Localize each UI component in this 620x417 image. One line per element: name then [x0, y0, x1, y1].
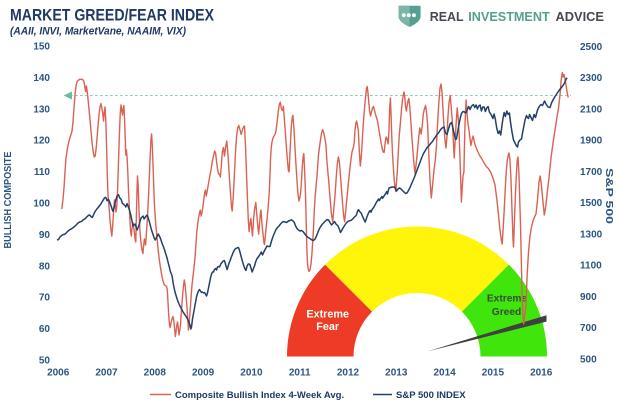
svg-text:Extreme: Extreme — [306, 308, 349, 320]
svg-text:Extreme: Extreme — [487, 294, 528, 305]
svg-text:Composite Bullish Index 4-Week: Composite Bullish Index 4-Week Avg. — [175, 390, 344, 401]
svg-text:2015: 2015 — [482, 368, 505, 379]
svg-text:150: 150 — [33, 42, 50, 53]
svg-text:1700: 1700 — [580, 167, 603, 178]
svg-text:1500: 1500 — [580, 198, 603, 209]
svg-text:2012: 2012 — [337, 368, 360, 379]
svg-text:2016: 2016 — [530, 368, 553, 379]
svg-text:MARKET GREED/FEAR INDEX: MARKET GREED/FEAR INDEX — [10, 7, 214, 25]
svg-text:Greed: Greed — [492, 307, 521, 318]
svg-text:60: 60 — [39, 324, 51, 335]
svg-text:S&P 500 INDEX: S&P 500 INDEX — [396, 390, 466, 401]
svg-text:2300: 2300 — [580, 73, 603, 84]
svg-text:S&P 500: S&P 500 — [603, 168, 614, 225]
svg-text:2100: 2100 — [580, 104, 603, 115]
svg-text:500: 500 — [580, 354, 597, 365]
svg-text:700: 700 — [580, 323, 597, 334]
svg-text:2011: 2011 — [289, 368, 311, 379]
svg-text:(AAII, INVI, MarketVane, NAAIM: (AAII, INVI, MarketVane, NAAIM, VIX) — [10, 26, 186, 38]
svg-text:120: 120 — [33, 136, 50, 147]
svg-text:2010: 2010 — [240, 368, 263, 379]
svg-text:REAL: REAL — [430, 10, 464, 24]
svg-text:1900: 1900 — [580, 136, 603, 147]
svg-text:2006: 2006 — [47, 368, 70, 379]
svg-text:2013: 2013 — [385, 368, 408, 379]
svg-text:80: 80 — [39, 261, 51, 272]
svg-text:100: 100 — [33, 199, 50, 210]
svg-text:2007: 2007 — [95, 368, 118, 379]
svg-text:ADVICE: ADVICE — [556, 10, 605, 24]
svg-text:130: 130 — [33, 104, 50, 115]
svg-text:1300: 1300 — [580, 229, 603, 240]
svg-text:90: 90 — [39, 230, 51, 241]
svg-text:INVESTMENT: INVESTMENT — [468, 10, 550, 24]
svg-text:1100: 1100 — [580, 261, 602, 272]
svg-text:2009: 2009 — [192, 368, 215, 379]
svg-text:110: 110 — [34, 167, 51, 178]
svg-text:2008: 2008 — [144, 368, 167, 379]
svg-text:70: 70 — [39, 293, 51, 304]
svg-text:900: 900 — [580, 292, 597, 303]
svg-text:140: 140 — [33, 73, 50, 84]
svg-text:2500: 2500 — [580, 42, 603, 53]
svg-text:BULLISH COMPOSITE: BULLISH COMPOSITE — [3, 151, 14, 248]
svg-text:2014: 2014 — [433, 368, 456, 379]
svg-text:50: 50 — [39, 356, 51, 367]
svg-text:Fear: Fear — [316, 321, 340, 333]
